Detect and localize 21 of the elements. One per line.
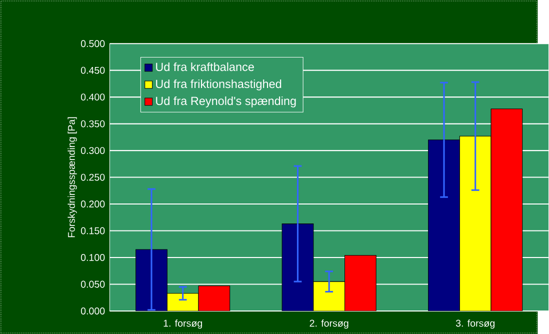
bar bbox=[490, 108, 523, 311]
y-tick-label: 0.400 bbox=[80, 94, 105, 101]
x-tick-label: 1. forsøg bbox=[164, 320, 202, 329]
y-tick-label: 0.000 bbox=[80, 308, 105, 314]
y-tick-label: 0.500 bbox=[80, 40, 105, 48]
y-tick-label: 0.050 bbox=[80, 280, 105, 288]
x-tick-label: 3. forsøg bbox=[456, 320, 494, 329]
legend-label: Ud fra kraftbalance bbox=[156, 62, 254, 72]
y-tick-label: 0.350 bbox=[80, 120, 105, 128]
bar bbox=[198, 286, 230, 311]
legend-label: Ud fra friktionshastighed bbox=[156, 79, 282, 90]
legend-label: Ud fra Reynold's spænding bbox=[156, 96, 296, 108]
y-tick-label: 0.250 bbox=[80, 174, 105, 181]
y-axis-title: Forskydningsspænding [Pa] bbox=[68, 117, 77, 238]
bar bbox=[344, 255, 376, 311]
y-tick-label: 0.450 bbox=[80, 66, 105, 74]
y-tick-label: 0.200 bbox=[80, 200, 105, 208]
y-tick-label: 0.300 bbox=[80, 147, 105, 154]
y-tick-label: 0.100 bbox=[80, 254, 105, 261]
x-tick-label: 2. forsøg bbox=[310, 320, 348, 329]
y-tick-label: 0.150 bbox=[80, 227, 105, 234]
